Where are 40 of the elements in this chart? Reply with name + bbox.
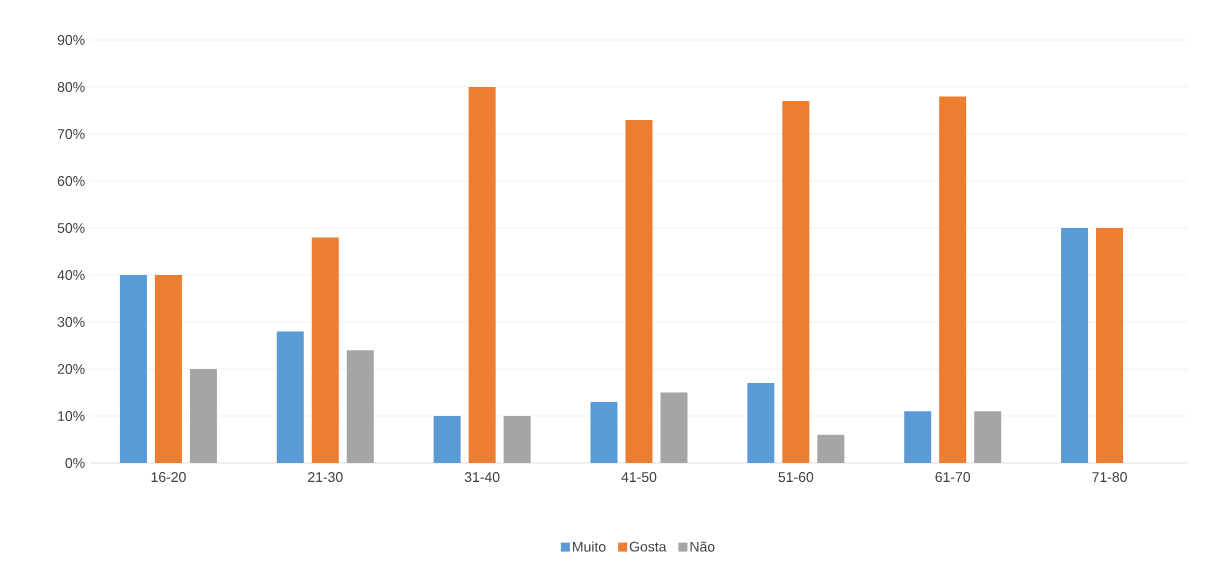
bar [468, 87, 496, 463]
bar [625, 119, 653, 463]
bar [1096, 228, 1124, 463]
legend-label: Não [690, 541, 715, 552]
x-tick-label: 71-80 [1092, 472, 1127, 483]
bar [1061, 228, 1089, 463]
y-tick-label: 40% [57, 270, 85, 280]
x-tick-label: 51-60 [778, 472, 814, 483]
x-tick-label: 61-70 [935, 472, 971, 483]
y-tick-label: 10% [58, 411, 85, 421]
bar [154, 275, 182, 463]
bar [590, 401, 618, 463]
bar [119, 275, 147, 463]
bar [904, 411, 932, 463]
legend-label: Gosta [629, 541, 667, 552]
y-tick-label: 80% [57, 82, 85, 92]
bar [817, 434, 845, 463]
bar [276, 331, 304, 463]
y-tick-label: 30% [57, 317, 85, 327]
y-tick-label: 70% [57, 129, 85, 139]
bar [939, 96, 967, 463]
bar [782, 101, 810, 463]
y-tick-label: 90% [57, 35, 85, 45]
x-tick-label: 31-40 [464, 472, 500, 483]
y-tick-label: 20% [57, 364, 85, 374]
bar [433, 416, 461, 463]
bar [346, 350, 374, 463]
bar [747, 383, 775, 463]
y-tick-label: 0% [65, 458, 85, 468]
x-tick-label: 41-50 [621, 472, 657, 483]
bar [311, 237, 339, 463]
legend-label: Muito [573, 541, 606, 552]
x-tick-label: 21-30 [308, 472, 343, 483]
x-tick-label: 16-20 [151, 472, 186, 483]
bar [974, 411, 1002, 463]
bar [660, 392, 688, 463]
bar [503, 416, 531, 463]
y-tick-label: 50% [57, 223, 85, 233]
y-tick-label: 60% [57, 176, 85, 186]
bar [189, 369, 217, 463]
